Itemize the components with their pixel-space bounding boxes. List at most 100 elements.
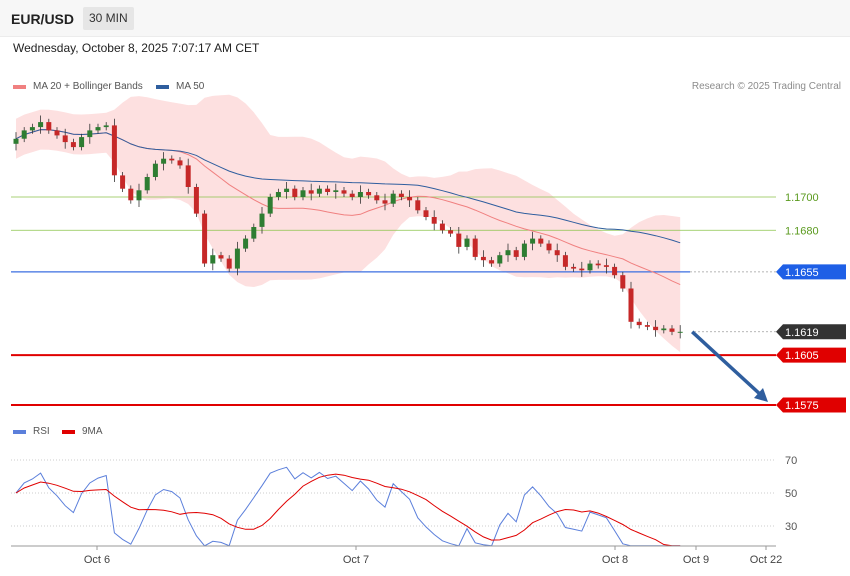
candle-body bbox=[193, 187, 199, 214]
candle-body bbox=[136, 190, 142, 201]
bollinger-band-area bbox=[16, 94, 681, 353]
candle-body bbox=[505, 250, 511, 256]
candle-body bbox=[169, 158, 175, 161]
price-level-label: 1.1619 bbox=[785, 327, 819, 339]
legend-ma20-label: MA 20 + Bollinger Bands bbox=[33, 81, 143, 92]
legend-rsi-ma-label: 9MA bbox=[82, 426, 103, 437]
candle-body bbox=[579, 268, 585, 271]
candle-body bbox=[292, 188, 298, 197]
time-axis-label: Oct 6 bbox=[84, 554, 110, 566]
candle-body bbox=[267, 197, 273, 214]
candle-body bbox=[300, 190, 306, 197]
candle-body bbox=[120, 175, 126, 189]
candle-body bbox=[38, 122, 44, 128]
candle-body bbox=[70, 142, 76, 148]
candle-body bbox=[54, 130, 60, 136]
candle-body bbox=[603, 265, 609, 267]
candle-body bbox=[21, 130, 27, 139]
ma50-swatch bbox=[156, 84, 169, 89]
candle-body bbox=[439, 223, 445, 231]
candle-body bbox=[587, 263, 593, 271]
candle-body bbox=[308, 190, 314, 194]
candle-body bbox=[103, 125, 109, 128]
candle-body bbox=[571, 266, 577, 269]
candle-body bbox=[275, 192, 281, 197]
candle-body bbox=[530, 238, 536, 244]
candle-body bbox=[612, 266, 618, 276]
legend-rsi-ma: 9MA bbox=[62, 426, 103, 437]
candle-body bbox=[284, 188, 290, 192]
candle-body bbox=[62, 135, 68, 143]
candle-body bbox=[177, 160, 183, 166]
candle-body bbox=[382, 200, 388, 204]
candle-body bbox=[546, 243, 552, 251]
ma20-swatch bbox=[13, 84, 26, 89]
candle-body bbox=[390, 193, 396, 204]
candle-body bbox=[87, 130, 93, 138]
candle-body bbox=[185, 165, 191, 187]
price-level-label: 1.1680 bbox=[785, 225, 819, 237]
symbol-label: EUR/USD bbox=[11, 11, 75, 27]
candle-body bbox=[521, 243, 527, 257]
candle-body bbox=[513, 250, 519, 257]
forecast-arrowhead bbox=[754, 388, 768, 402]
rsi-tick-label: 30 bbox=[785, 521, 797, 533]
candle-body bbox=[407, 197, 413, 201]
candle-body bbox=[144, 177, 150, 191]
candle-body bbox=[480, 256, 486, 261]
time-axis-label: Oct 22 bbox=[750, 554, 782, 566]
candle-body bbox=[562, 255, 568, 267]
candle-body bbox=[497, 255, 503, 264]
forecast-arrow bbox=[691, 330, 764, 398]
legend-ma20: MA 20 + Bollinger Bands bbox=[13, 81, 143, 92]
candle-body bbox=[316, 188, 322, 194]
rsi-tick-label: 70 bbox=[785, 455, 797, 467]
price-level-label: 1.1655 bbox=[785, 267, 819, 279]
candle-body bbox=[661, 328, 667, 331]
price-tag bbox=[776, 324, 846, 340]
legend-rsi-label: RSI bbox=[33, 426, 50, 437]
time-axis-label: Oct 9 bbox=[683, 554, 709, 566]
candle-body bbox=[111, 125, 117, 176]
candle-body bbox=[325, 188, 331, 192]
candle-body bbox=[538, 238, 544, 244]
candle-body bbox=[341, 190, 347, 194]
datetime-label: Wednesday, October 8, 2025 7:07:17 AM CE… bbox=[13, 41, 260, 55]
candle-body bbox=[234, 248, 240, 269]
candle-body bbox=[357, 192, 363, 197]
candle-body bbox=[456, 233, 462, 247]
candle-body bbox=[669, 328, 675, 332]
candle-body bbox=[243, 238, 249, 249]
candle-body bbox=[13, 138, 19, 144]
price-level-label: 1.1700 bbox=[785, 192, 819, 204]
candle-body bbox=[333, 190, 339, 192]
candle-body bbox=[349, 193, 355, 197]
chart-header: EUR/USD 30 MIN bbox=[0, 0, 850, 37]
price-tag bbox=[776, 347, 846, 363]
credit-label: Research © 2025 Trading Central bbox=[691, 81, 841, 92]
candle-body bbox=[218, 255, 224, 259]
price-tag bbox=[776, 264, 846, 280]
time-axis-label: Oct 8 bbox=[602, 554, 628, 566]
candle-body bbox=[677, 331, 683, 333]
candle-body bbox=[29, 127, 35, 131]
candle-body bbox=[161, 158, 167, 164]
candle-body bbox=[415, 200, 421, 211]
candle-body bbox=[653, 326, 659, 331]
candle-body bbox=[398, 193, 404, 197]
rsi-ma-line bbox=[15, 473, 681, 547]
candle-body bbox=[554, 250, 560, 256]
candle-body bbox=[210, 255, 216, 264]
candle-body bbox=[423, 210, 429, 217]
ma50-line bbox=[15, 129, 681, 244]
candle-body bbox=[202, 213, 208, 264]
candle-body bbox=[46, 122, 52, 131]
candle-body bbox=[472, 238, 478, 257]
rsi-swatch bbox=[13, 429, 26, 434]
price-level-label: 1.1605 bbox=[785, 350, 819, 362]
candle-body bbox=[595, 263, 601, 266]
price-tag bbox=[776, 397, 846, 413]
candle-body bbox=[226, 258, 232, 269]
timeframe-button[interactable]: 30 MIN bbox=[83, 7, 134, 30]
